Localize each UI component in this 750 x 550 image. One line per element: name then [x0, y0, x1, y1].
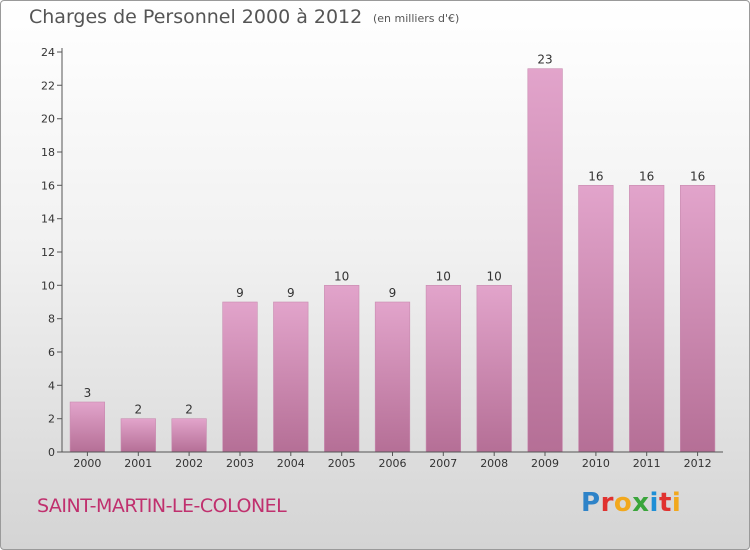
category-label-2010: 2010 [582, 457, 610, 470]
value-label-2008: 10 [487, 269, 502, 283]
category-label-2004: 2004 [277, 457, 305, 470]
y-tick-label-4: 4 [48, 379, 55, 392]
y-tick-label-18: 18 [41, 146, 55, 159]
bar-2000 [69, 401, 105, 453]
bar-2010 [578, 185, 614, 453]
value-label-2005: 10 [334, 269, 349, 283]
bar-2003 [222, 301, 258, 453]
value-label-2006: 9 [389, 286, 397, 300]
category-label-2007: 2007 [429, 457, 457, 470]
value-label-2004: 9 [287, 286, 295, 300]
value-label-2011: 16 [639, 169, 654, 183]
category-label-2006: 2006 [379, 457, 407, 470]
value-label-2007: 10 [436, 269, 451, 283]
bar-2004 [273, 301, 309, 453]
y-tick-label-2: 2 [48, 413, 55, 426]
category-label-2011: 2011 [633, 457, 661, 470]
value-label-2002: 2 [185, 403, 193, 417]
bar-2002 [171, 418, 207, 453]
y-tick-label-12: 12 [41, 246, 55, 259]
y-tick-label-22: 22 [41, 79, 55, 92]
bar-2011 [629, 185, 665, 453]
category-label-2002: 2002 [175, 457, 203, 470]
chart-unit: (en milliers d'€) [373, 12, 460, 25]
y-tick-label-20: 20 [41, 113, 55, 126]
category-label-2001: 2001 [124, 457, 152, 470]
bar-2006 [374, 301, 411, 453]
bar-2005 [324, 284, 360, 453]
value-label-2009: 23 [537, 53, 552, 67]
y-tick-label-24: 24 [41, 46, 55, 59]
category-label-2005: 2005 [328, 457, 356, 470]
y-tick-label-14: 14 [41, 213, 55, 226]
y-tick-label-6: 6 [48, 346, 55, 359]
bar-2009 [527, 68, 563, 453]
chart-title: Charges de Personnel 2000 à 2012 [29, 6, 363, 28]
proxiti-logo: Proxiti [581, 488, 682, 518]
value-label-2012: 16 [690, 169, 705, 183]
bar-2008 [476, 284, 512, 453]
y-tick-label-8: 8 [48, 313, 55, 326]
category-label-2003: 2003 [226, 457, 254, 470]
y-tick-label-0: 0 [48, 446, 55, 459]
bar-2007 [425, 284, 462, 453]
category-label-2012: 2012 [684, 457, 712, 470]
category-label-2008: 2008 [480, 457, 508, 470]
value-label-2001: 2 [134, 403, 142, 417]
value-label-2010: 16 [588, 169, 603, 183]
y-tick-label-10: 10 [41, 279, 55, 292]
value-label-2003: 9 [236, 286, 244, 300]
value-label-2000: 3 [84, 386, 92, 400]
bar-2012 [679, 185, 716, 453]
y-tick-label-16: 16 [41, 179, 55, 192]
category-label-2009: 2009 [531, 457, 559, 470]
commune-name: SAINT-MARTIN-LE-COLONEL [37, 495, 287, 517]
bar-2001 [120, 418, 156, 453]
category-label-2000: 2000 [73, 457, 101, 470]
